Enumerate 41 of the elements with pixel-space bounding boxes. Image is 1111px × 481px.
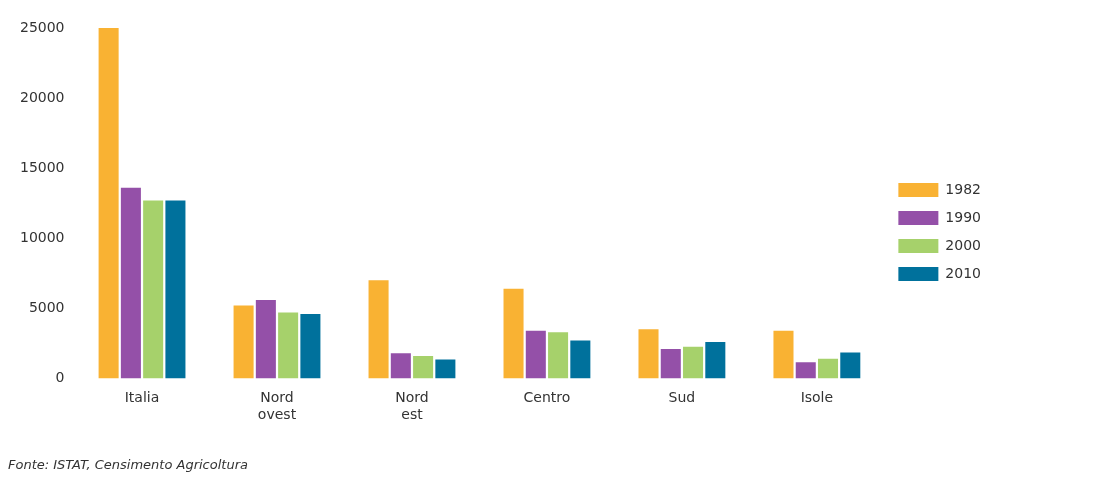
x-tick-label: Isole	[800, 389, 834, 406]
bar	[795, 362, 816, 379]
bar	[638, 329, 659, 379]
y-tick-label: 5000	[28, 298, 65, 315]
y-tick-label: 15000	[19, 158, 65, 175]
legend-label: 2010	[945, 264, 982, 281]
bar	[98, 28, 119, 379]
bar	[368, 280, 389, 379]
y-tick-label: 25000	[19, 18, 65, 35]
x-tick-label: Nord ovest	[257, 389, 297, 423]
bar	[818, 358, 839, 379]
legend-label: 1982	[945, 180, 982, 197]
bar	[278, 312, 299, 379]
bar	[570, 340, 591, 379]
x-tick-label: Centro	[523, 389, 571, 406]
bar	[165, 200, 186, 379]
bar	[413, 355, 434, 379]
bar	[705, 341, 726, 379]
y-tick-label: 20000	[19, 88, 65, 105]
bar	[660, 348, 681, 379]
bar	[300, 313, 321, 379]
bar	[390, 353, 411, 379]
legend-label: 1990	[945, 208, 982, 225]
source-note: Fonte: ISTAT, Censimento Agricoltura	[8, 457, 248, 473]
x-tick-label: Nord est	[395, 389, 429, 423]
y-tick-label: 0	[55, 369, 65, 386]
bar	[435, 359, 456, 379]
x-tick-label: Italia	[124, 389, 160, 406]
bar	[773, 330, 794, 379]
y-tick-label: 10000	[19, 228, 65, 245]
legend-label: 2000	[945, 236, 982, 253]
x-tick-label: Sud	[668, 389, 696, 406]
bar	[233, 305, 254, 379]
bar	[525, 330, 546, 379]
bar	[683, 346, 704, 379]
bar	[143, 200, 164, 379]
bar	[840, 352, 861, 379]
bar	[255, 299, 276, 379]
bar	[548, 332, 569, 379]
bar	[503, 288, 524, 379]
bar	[120, 187, 141, 379]
